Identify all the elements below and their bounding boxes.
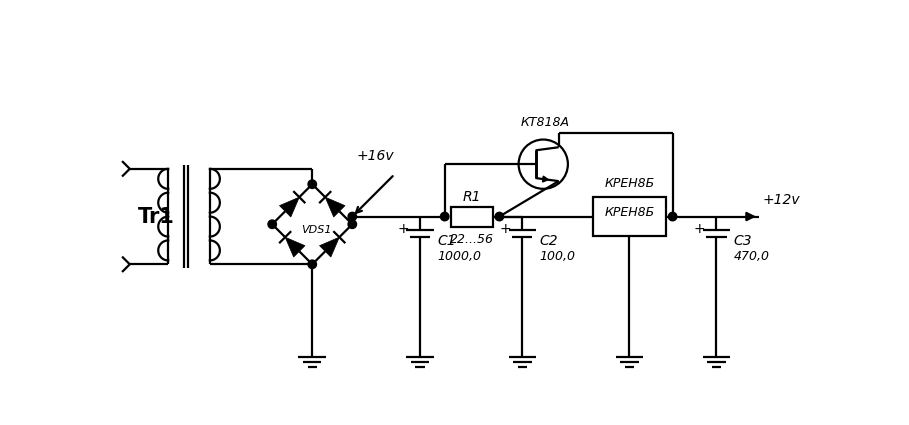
Text: C2: C2 xyxy=(539,234,558,248)
Circle shape xyxy=(308,180,316,188)
Circle shape xyxy=(348,220,356,229)
Text: 100,0: 100,0 xyxy=(539,250,575,263)
Text: КРЕН8Б: КРЕН8Б xyxy=(604,177,655,190)
Text: C1: C1 xyxy=(437,234,455,248)
Text: +: + xyxy=(500,222,512,236)
FancyBboxPatch shape xyxy=(594,197,666,236)
Text: C3: C3 xyxy=(734,234,752,248)
Text: 22...56: 22...56 xyxy=(450,233,494,246)
Text: 1000,0: 1000,0 xyxy=(437,250,481,263)
Text: КТ818А: КТ818А xyxy=(520,116,569,129)
Circle shape xyxy=(668,212,677,221)
Polygon shape xyxy=(279,197,299,217)
Circle shape xyxy=(441,212,449,221)
Text: 470,0: 470,0 xyxy=(734,250,769,263)
Polygon shape xyxy=(285,237,305,257)
Polygon shape xyxy=(543,176,548,182)
Circle shape xyxy=(495,212,504,221)
Text: Tr1: Tr1 xyxy=(137,207,175,227)
Polygon shape xyxy=(320,237,339,257)
Circle shape xyxy=(268,220,276,229)
Circle shape xyxy=(308,260,316,269)
Text: +16v: +16v xyxy=(356,149,395,163)
Text: +: + xyxy=(397,222,409,236)
Text: КРЕН8Б: КРЕН8Б xyxy=(604,206,655,219)
Text: VDS1: VDS1 xyxy=(302,225,332,235)
Polygon shape xyxy=(325,197,345,217)
Circle shape xyxy=(348,212,356,221)
Text: R1: R1 xyxy=(463,190,481,204)
Text: +: + xyxy=(694,222,705,236)
Text: +12v: +12v xyxy=(763,193,800,207)
FancyBboxPatch shape xyxy=(451,207,494,227)
